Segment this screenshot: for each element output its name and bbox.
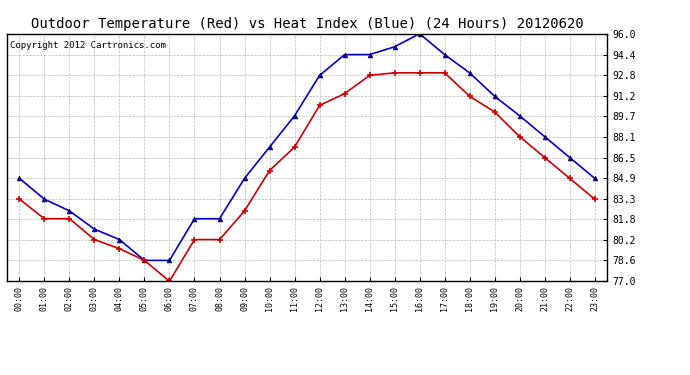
Title: Outdoor Temperature (Red) vs Heat Index (Blue) (24 Hours) 20120620: Outdoor Temperature (Red) vs Heat Index … (30, 17, 584, 31)
Text: Copyright 2012 Cartronics.com: Copyright 2012 Cartronics.com (10, 41, 166, 50)
